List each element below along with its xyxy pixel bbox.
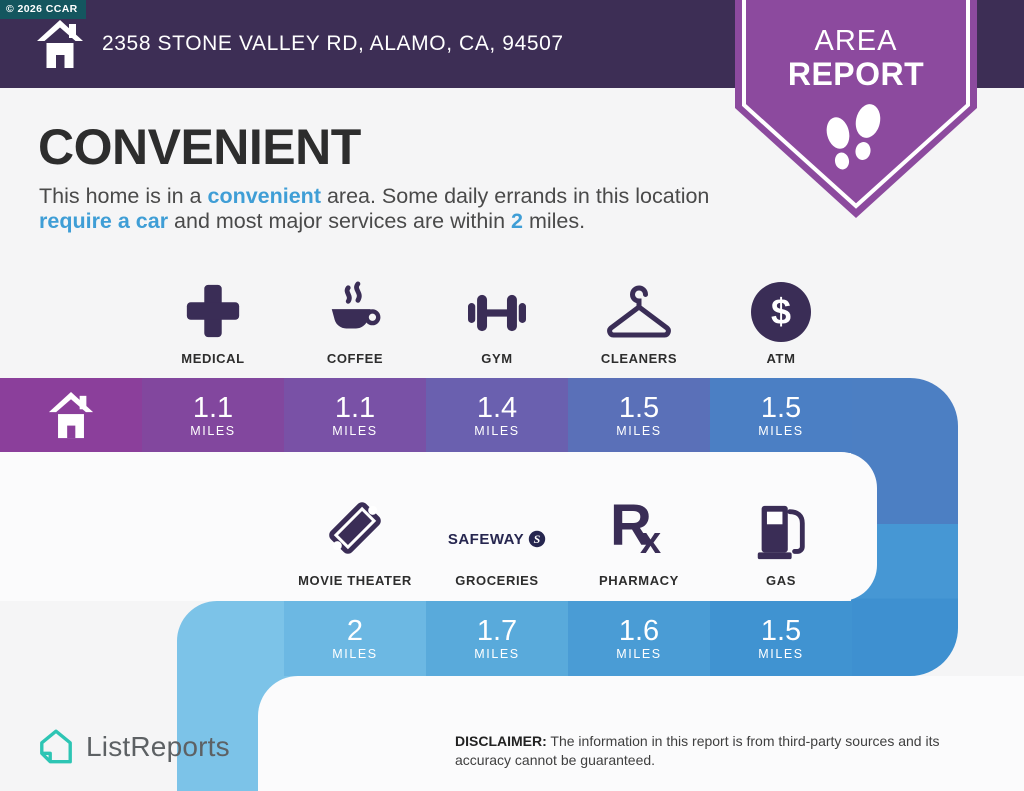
medical-cross-icon <box>182 268 244 342</box>
ticket-icon <box>319 490 391 564</box>
inner-white-panel <box>0 452 877 601</box>
hanger-icon <box>604 268 674 342</box>
dumbbell-icon <box>465 268 529 342</box>
service-movie-theater: MOVIE THEATER <box>284 482 426 588</box>
summary-text: This home is in a convenient area. Some … <box>39 184 710 233</box>
distance-cleaners: 1.5 MILES <box>568 378 710 453</box>
service-atm: $ ATM <box>710 264 852 366</box>
service-gym: GYM <box>426 264 568 366</box>
property-address: 2358 STONE VALLEY RD, ALAMO, CA, 94507 <box>102 32 564 55</box>
distance-groceries: 1.7 MILES <box>426 601 568 676</box>
safeway-s-mark: S <box>528 530 546 548</box>
service-cleaners: CLEANERS <box>568 264 710 366</box>
badge-line2: REPORT <box>787 56 925 92</box>
listreports-logo: ListReports <box>36 727 230 767</box>
footsteps-icon <box>826 104 881 170</box>
distance-coffee: 1.1 MILES <box>284 378 426 453</box>
copyright-badge: © 2026 CCAR <box>0 0 86 19</box>
safeway-logo: SAFEWAY S <box>448 490 546 564</box>
gas-pump-icon <box>749 490 813 564</box>
dollar-circle-icon: $ <box>751 268 811 342</box>
service-medical: MEDICAL <box>142 264 284 366</box>
service-coffee: COFFEE <box>284 264 426 366</box>
listreports-house-icon <box>40 729 72 764</box>
footer-white-panel <box>258 676 1024 791</box>
highlight-convenient: convenient <box>207 184 321 208</box>
coffee-cup-icon <box>323 268 387 342</box>
badge-line1: AREA <box>814 25 898 57</box>
page-title: CONVENIENT <box>38 119 361 175</box>
service-groceries: SAFEWAY S GROCERIES <box>426 482 568 588</box>
distance-pharmacy: 1.6 MILES <box>568 601 710 676</box>
services-row-1: MEDICAL COFFEE <box>142 264 852 366</box>
home-icon-band <box>48 391 94 438</box>
band-left-curve <box>177 601 284 676</box>
home-icon <box>36 19 84 76</box>
distance-gym: 1.4 MILES <box>426 378 568 453</box>
distance-movie-theater: 2 MILES <box>284 601 426 676</box>
distance-atm: 1.5 MILES <box>710 378 852 453</box>
home-distance-origin <box>0 378 142 453</box>
distance-medical: 1.1 MILES <box>142 378 284 453</box>
service-gas: GAS <box>710 482 852 588</box>
distance-gas: 1.5 MILES <box>710 601 852 676</box>
svg-text:S: S <box>534 532 541 546</box>
rx-icon: R x <box>610 493 662 562</box>
services-row-2: MOVIE THEATER SAFEWAY S GROCERIES R x <box>284 482 852 588</box>
highlight-require-a-car: require a car <box>39 209 169 233</box>
listreports-wordmark: ListReports <box>86 731 230 762</box>
service-pharmacy: R x PHARMACY <box>568 482 710 588</box>
disclaimer-text: DISCLAIMER: The information in this repo… <box>455 733 940 768</box>
highlight-2: 2 <box>511 209 523 233</box>
area-report-badge: AREA REPORT <box>735 0 977 218</box>
